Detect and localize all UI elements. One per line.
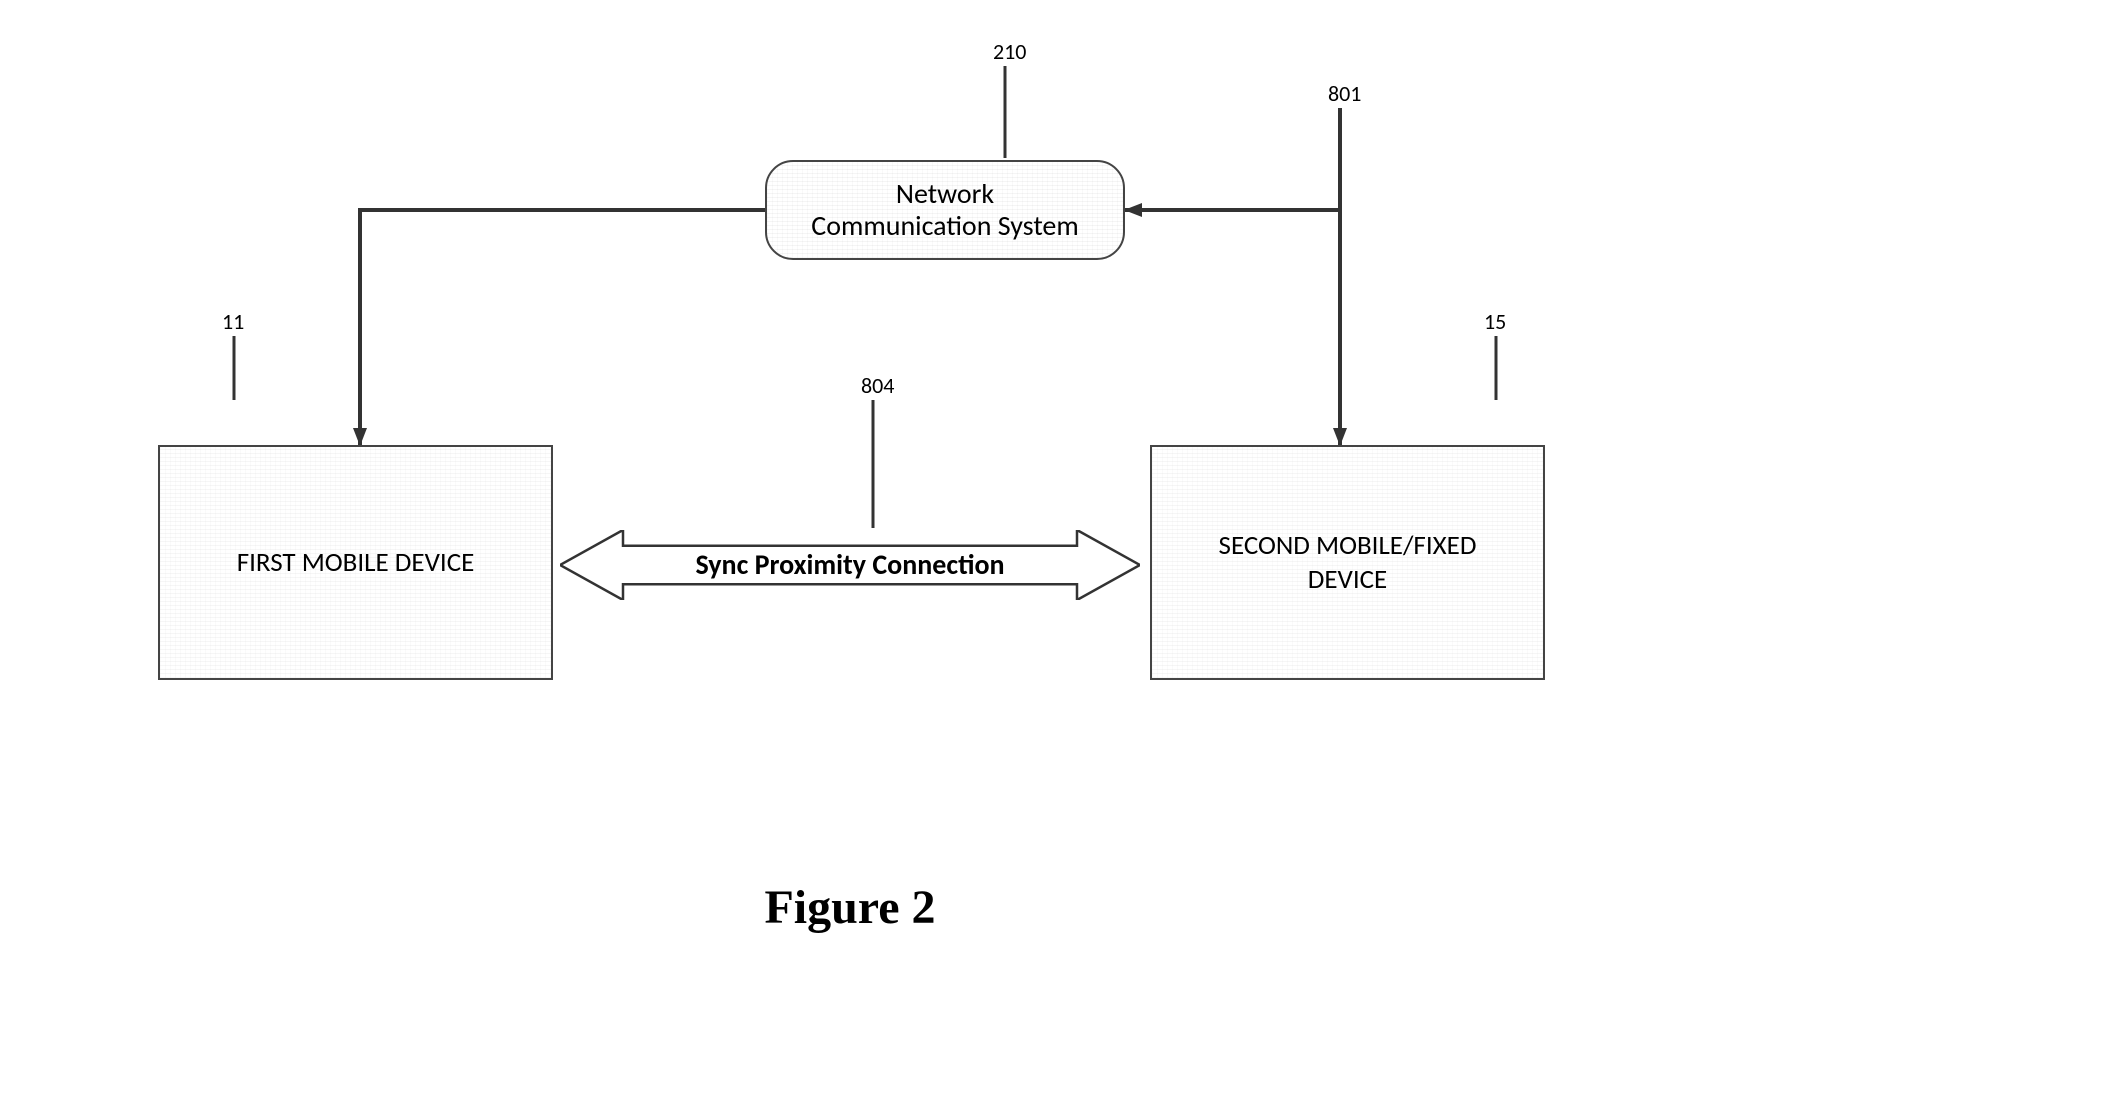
second-device-label-line2: DEVICE xyxy=(1219,563,1477,597)
ref-label-804_ref: 804 xyxy=(861,372,894,399)
network-communication-system-node: Network Communication System xyxy=(765,160,1125,260)
first-device-label: FIRST MOBILE DEVICE xyxy=(237,546,475,580)
second-mobile-fixed-device-box: SECOND MOBILE/FIXED DEVICE xyxy=(1150,445,1545,680)
network-node-label-line2: Communication System xyxy=(811,210,1078,242)
ref-label-801: 801 xyxy=(1328,80,1361,107)
diagram-canvas: Network Communication System FIRST MOBIL… xyxy=(0,0,2122,1102)
sync-proximity-label: Sync Proximity Connection xyxy=(623,546,1077,585)
network-node-label-line1: Network xyxy=(811,178,1078,210)
first-mobile-device-box: FIRST MOBILE DEVICE xyxy=(158,445,553,680)
ref-label-11: 11 xyxy=(222,308,244,335)
arrow-net-to-first xyxy=(360,210,765,445)
ref-label-210: 210 xyxy=(993,38,1026,65)
ref-label-15: 15 xyxy=(1484,308,1506,335)
second-device-label-line1: SECOND MOBILE/FIXED xyxy=(1219,529,1477,563)
arrow-801-into-net xyxy=(1125,108,1340,210)
figure-caption: Figure 2 xyxy=(700,880,1000,935)
